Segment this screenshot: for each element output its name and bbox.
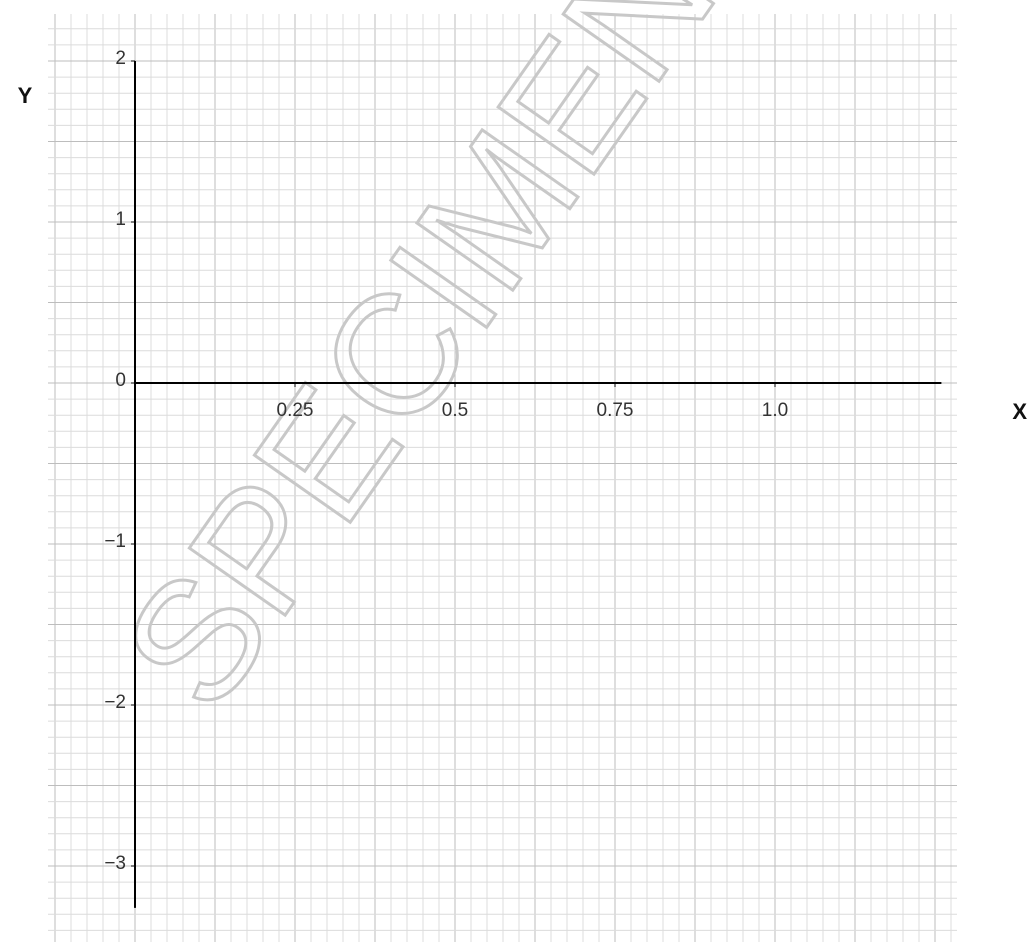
x-tick-label: 1.0 bbox=[762, 400, 788, 421]
y-tick-label: 2 bbox=[115, 48, 126, 69]
y-tick-label: −3 bbox=[104, 853, 126, 874]
y-tick-label: 0 bbox=[115, 370, 126, 391]
x-tick-label: 0.75 bbox=[597, 400, 634, 421]
watermark: SPECIMEN bbox=[87, 0, 752, 741]
x-axis-label: X bbox=[1012, 399, 1027, 424]
y-axis-label: Y bbox=[18, 83, 33, 108]
x-tick-label: 0.5 bbox=[442, 400, 468, 421]
y-tick-label: 1 bbox=[115, 209, 126, 230]
graph-paper bbox=[48, 14, 957, 942]
x-tick-label: 0.25 bbox=[277, 400, 314, 421]
y-tick-label: −2 bbox=[104, 692, 126, 713]
y-tick-label: −1 bbox=[104, 531, 126, 552]
